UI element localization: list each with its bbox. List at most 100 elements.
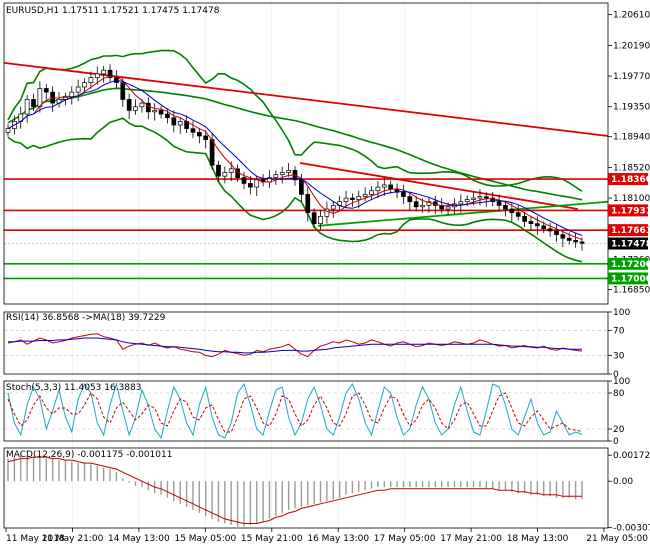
- candle-body: [541, 225, 547, 230]
- medium-moving-average: [7, 79, 583, 236]
- trend-line: [318, 200, 609, 227]
- y-tick-label: 0.00: [613, 477, 633, 487]
- current-price-tag: [608, 237, 648, 250]
- y-tick-label: 1.16850: [613, 285, 650, 295]
- x-tick-label: 14 May 13:00: [108, 534, 170, 544]
- x-tick-label: 16 May 13:00: [307, 534, 369, 544]
- y-tick-label: 1.20190: [613, 41, 650, 51]
- grid-layer: [5, 3, 605, 531]
- x-tick-label: 17 May 21:00: [440, 534, 502, 544]
- x-tick-label: 21 May 05:00: [586, 534, 648, 544]
- candle-body: [216, 164, 221, 177]
- rsi-panel[interactable]: [4, 330, 608, 358]
- candle-body: [43, 88, 49, 93]
- candle-body: [5, 128, 11, 133]
- candle-body: [496, 201, 502, 206]
- candle-body: [203, 135, 209, 140]
- candle-body: [286, 169, 291, 173]
- y-tick-label: 70: [613, 327, 625, 337]
- candle-body: [381, 184, 387, 188]
- x-tick-label: 18 May 13:00: [507, 534, 569, 544]
- price-panel-title: EURUSD,H1 1.17511 1.17521 1.17475 1.1747…: [6, 6, 220, 16]
- candle-body: [273, 174, 279, 178]
- candle-body: [299, 179, 304, 195]
- rsi-series-line: [7, 333, 583, 358]
- trend-line: [3, 62, 609, 137]
- candle-body: [471, 197, 476, 200]
- candle-body: [503, 205, 508, 210]
- level-price-tag: [608, 224, 648, 237]
- candle-body: [254, 179, 260, 188]
- y-tick-label: 20: [613, 425, 625, 435]
- macd-panel[interactable]: [7, 455, 583, 527]
- candle-body: [190, 128, 196, 133]
- candle-body: [547, 228, 553, 232]
- candle-body: [63, 96, 68, 100]
- candle-body: [330, 205, 336, 210]
- stoch-series-line: [7, 382, 583, 440]
- y-tick-label: 100: [613, 308, 630, 318]
- level-price-tag: [608, 272, 648, 285]
- level-price-tag-label: 1.18360: [611, 175, 650, 185]
- price-panel[interactable]: [3, 49, 609, 280]
- candle-body: [311, 212, 317, 224]
- fast-moving-average: [7, 75, 583, 241]
- candle-body: [318, 215, 323, 224]
- candle-body: [458, 201, 464, 205]
- candle-body: [407, 196, 413, 203]
- candle-body: [196, 131, 202, 137]
- bollinger-lower-band: [7, 117, 583, 263]
- candle-body: [171, 117, 177, 126]
- candle-body: [350, 197, 355, 200]
- candle-body: [133, 106, 138, 111]
- candle-body: [509, 208, 515, 214]
- y-tick-label: 30: [613, 351, 625, 361]
- price-panel-frame: [3, 2, 609, 305]
- candle-body: [101, 69, 107, 75]
- macd-panel-title: MACD(12,26,9) -0.001175 -0.001011: [6, 450, 172, 460]
- macd-panel-frame: [3, 447, 609, 529]
- stoch-series-line: [7, 392, 583, 433]
- candle-body: [24, 99, 30, 115]
- candle-body: [88, 77, 94, 83]
- candle-body: [375, 186, 381, 192]
- x-tick-label: 15 May 21:00: [241, 534, 303, 544]
- x-tick-label: 17 May 05:00: [374, 534, 436, 544]
- candle-body: [362, 194, 368, 197]
- y-tick-label: -0.003077: [613, 524, 650, 534]
- candle-body: [305, 194, 311, 214]
- candle-body: [528, 221, 534, 224]
- candle-body: [579, 241, 585, 244]
- macd-signal-line: [7, 456, 582, 524]
- candle-body: [573, 240, 578, 243]
- current-price-tag-label: 1.17478: [611, 240, 650, 250]
- stochastic-panel[interactable]: [4, 382, 608, 440]
- stochastic-panel-title: Stoch(5,3,3) 11.4053 16.3883: [6, 383, 141, 393]
- level-price-tag: [608, 173, 648, 186]
- candle-body: [420, 205, 425, 208]
- candle-body: [120, 82, 126, 100]
- candle-body: [356, 196, 362, 200]
- candle-body: [566, 237, 572, 241]
- candle-body: [279, 172, 285, 176]
- candle-body: [94, 73, 100, 78]
- candle-body: [515, 212, 521, 217]
- candle-body: [413, 201, 419, 208]
- stoch-panel-frame: [3, 380, 609, 442]
- candle-body: [37, 88, 43, 108]
- candle-body: [401, 191, 406, 197]
- candle-body: [426, 201, 432, 206]
- candle-body: [75, 86, 81, 93]
- level-price-tag-label: 1.17661: [611, 226, 650, 236]
- candle-body: [241, 177, 247, 184]
- y-tick-label: 0: [613, 437, 619, 447]
- bollinger-upper-band: [7, 49, 583, 193]
- level-price-tag-label: 1.17931: [611, 206, 650, 216]
- candle-body: [177, 121, 183, 126]
- rsi-panel-frame: [3, 311, 609, 375]
- candle-body: [477, 196, 483, 199]
- x-tick-label: 11 May 2018: [6, 534, 65, 544]
- candle-body: [152, 110, 158, 113]
